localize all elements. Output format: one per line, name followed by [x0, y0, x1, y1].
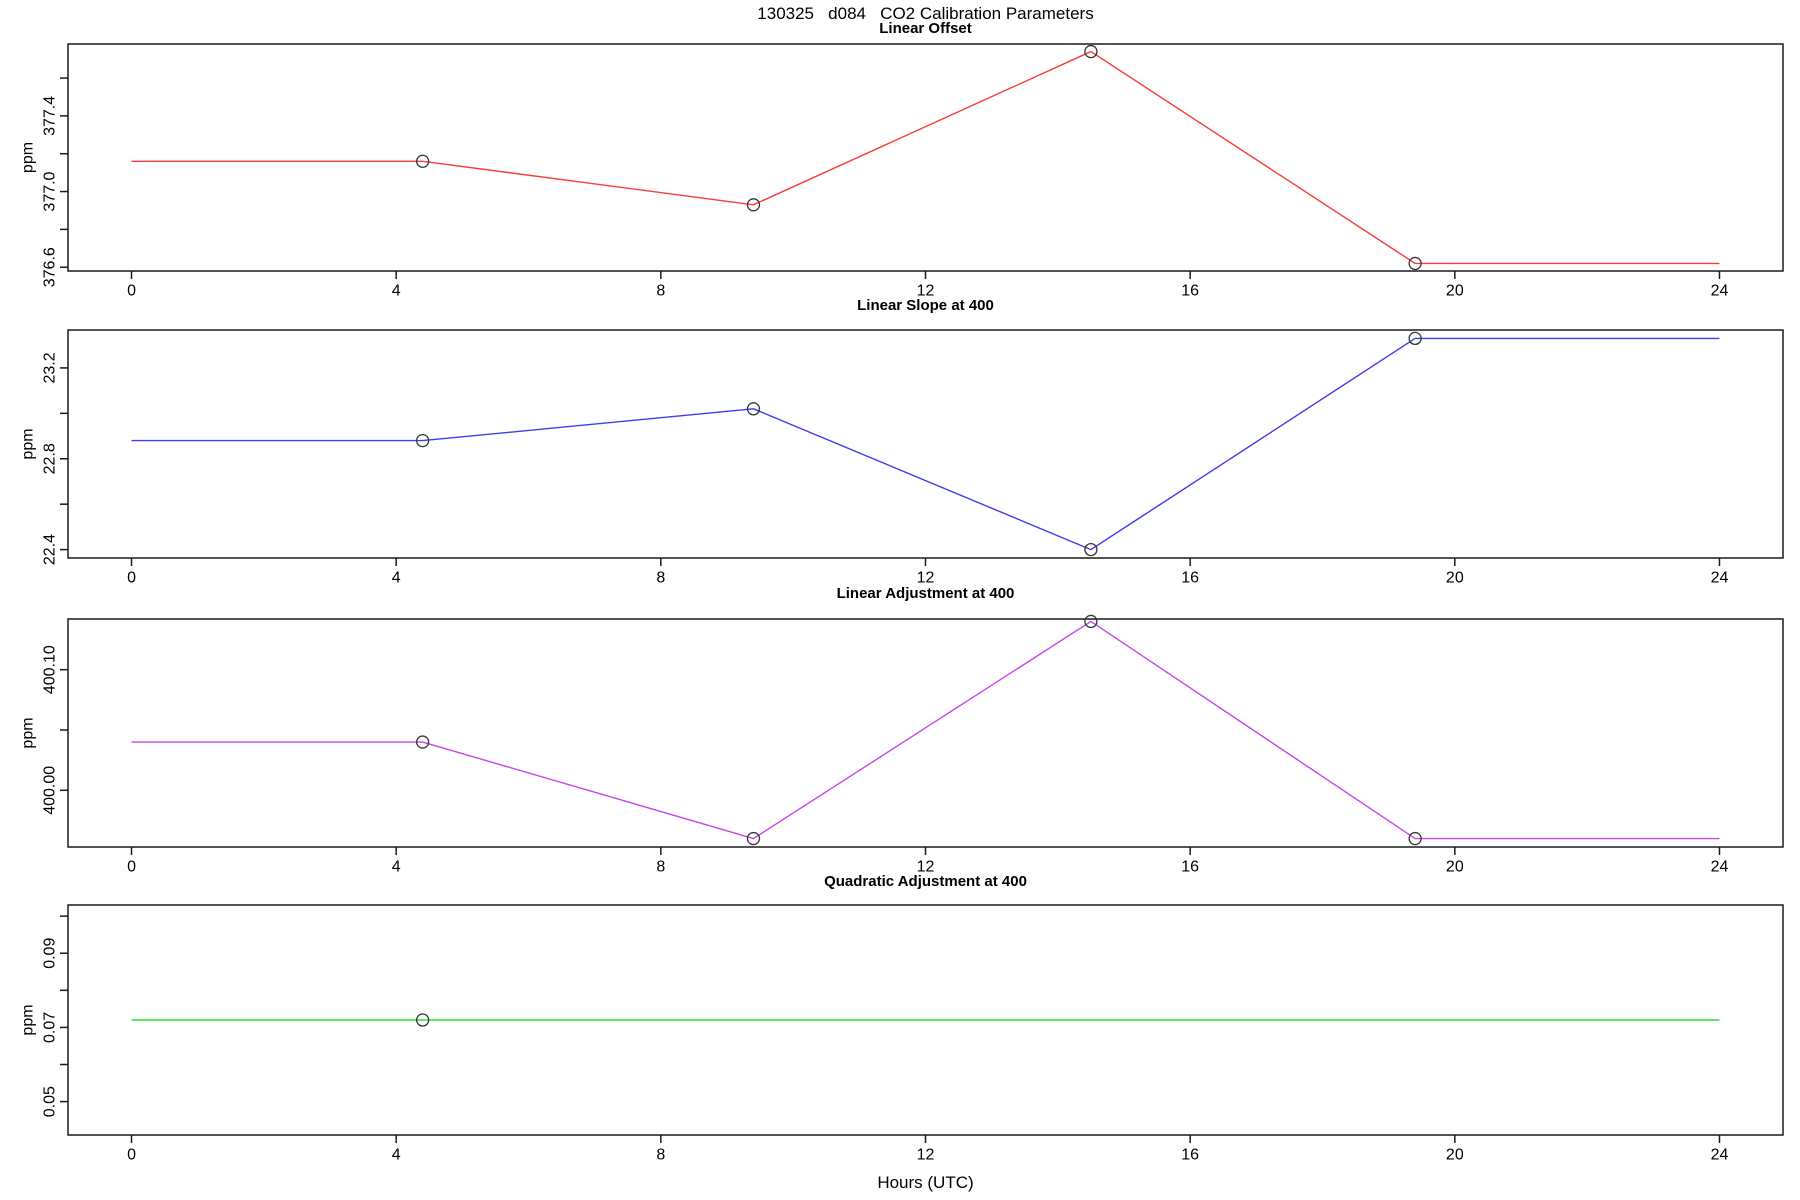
x-tick-label: 24 — [1711, 570, 1729, 587]
plot-box — [67, 618, 1784, 848]
x-tick-label: 24 — [1711, 1147, 1729, 1164]
series-line — [131, 337, 1720, 551]
y-tick-label: 0.05 — [42, 1086, 59, 1117]
y-tick-label: 400.00 — [42, 766, 59, 815]
y-axis-label-ppm: ppm — [20, 717, 37, 748]
data-point-marker — [1084, 44, 1098, 59]
x-tick-label: 12 — [917, 570, 935, 587]
x-tick-label: 4 — [392, 859, 401, 876]
panel-title-linear-slope: Linear Slope at 400 — [857, 297, 994, 314]
data-point-marker — [1408, 256, 1422, 271]
plot-box — [67, 329, 1784, 559]
panel-title-linear-adjustment: Linear Adjustment at 400 — [836, 585, 1015, 602]
series-line — [131, 50, 1720, 265]
x-tick-label: 8 — [656, 859, 665, 876]
panel-title-quadratic-adjustment: Quadratic Adjustment at 400 — [824, 873, 1027, 890]
x-tick-label: 4 — [392, 1147, 401, 1164]
data-point-marker — [1084, 542, 1098, 557]
y-tick-label: 400.10 — [42, 645, 59, 694]
data-point-marker — [415, 1013, 430, 1027]
x-tick-label: 16 — [1181, 570, 1199, 587]
x-tick-label: 16 — [1181, 859, 1199, 876]
x-tick-label: 4 — [392, 283, 401, 300]
series-line — [131, 620, 1720, 840]
data-point-marker — [746, 402, 761, 416]
x-tick-label: 24 — [1711, 859, 1729, 876]
x-tick-label: 20 — [1446, 283, 1464, 300]
y-tick-label: 23.2 — [42, 352, 59, 383]
x-tick-label: 12 — [917, 859, 935, 876]
data-point-marker — [415, 433, 430, 448]
x-tick-label: 0 — [127, 1147, 136, 1164]
panel-title-linear-offset: Linear Offset — [879, 20, 972, 37]
y-tick-label: 0.09 — [42, 938, 59, 969]
plot-box — [67, 43, 1784, 272]
figure-main-title: 130325 d084 CO2 Calibration Parameters — [757, 4, 1094, 23]
x-tick-label: 0 — [127, 570, 136, 587]
data-point-marker — [746, 831, 761, 846]
x-tick-label: 4 — [392, 570, 401, 587]
data-point-marker — [1408, 331, 1422, 346]
data-point-marker — [1084, 614, 1098, 629]
x-tick-label: 12 — [917, 283, 935, 300]
x-tick-label: 8 — [656, 570, 665, 587]
y-axis-label-ppm: ppm — [20, 1004, 37, 1035]
y-axis-label-ppm: ppm — [20, 428, 37, 459]
x-tick-label: 24 — [1711, 283, 1729, 300]
x-tick-label: 20 — [1446, 570, 1464, 587]
x-axis-title: Hours (UTC) — [877, 1173, 974, 1192]
y-axis-label-ppm: ppm — [20, 142, 37, 173]
data-point-marker — [415, 735, 430, 749]
y-tick-label: 22.8 — [42, 443, 59, 474]
y-tick-label: 377.4 — [42, 96, 59, 136]
x-tick-label: 16 — [1181, 1147, 1199, 1164]
x-tick-label: 0 — [127, 859, 136, 876]
y-tick-label: 377.0 — [42, 171, 59, 211]
x-tick-label: 12 — [917, 1147, 935, 1164]
x-tick-label: 20 — [1446, 859, 1464, 876]
data-point-marker — [746, 198, 761, 212]
y-tick-label: 22.4 — [42, 534, 59, 565]
y-tick-label: 0.07 — [42, 1012, 59, 1043]
y-tick-label: 376.6 — [42, 247, 59, 287]
x-tick-label: 8 — [656, 283, 665, 300]
x-tick-label: 20 — [1446, 1147, 1464, 1164]
x-tick-label: 0 — [127, 283, 136, 300]
x-tick-label: 16 — [1181, 283, 1199, 300]
data-point-marker — [1408, 831, 1422, 846]
data-point-marker — [415, 154, 430, 168]
x-tick-label: 8 — [656, 1147, 665, 1164]
